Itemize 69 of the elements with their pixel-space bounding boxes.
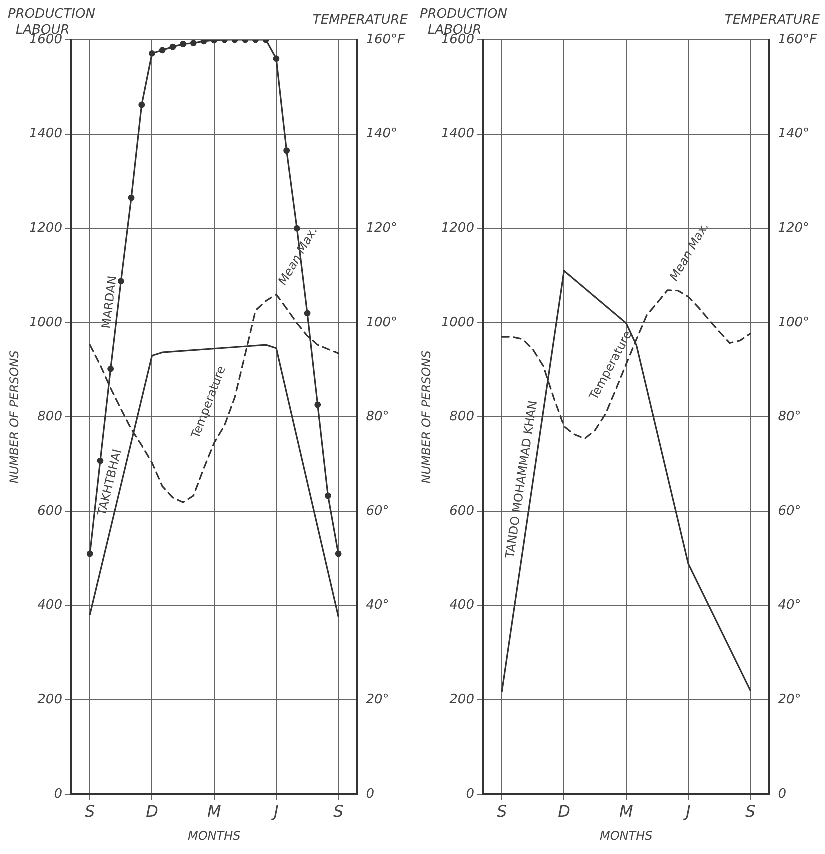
x-tick-label: S <box>497 802 508 822</box>
x-tick-label: S <box>85 802 96 822</box>
y-tick-label: 400 <box>38 598 62 614</box>
y2-tick-label: 120° <box>366 220 398 236</box>
y2-tick-label: 0 <box>366 786 374 802</box>
y-tick-label: 600 <box>450 504 474 519</box>
y2-tick-label: 100° <box>366 315 398 330</box>
y2-tick-label: 140° <box>778 126 810 142</box>
x-tick-label: D <box>146 802 158 822</box>
y-axis-title: NUMBER OF PERSONS <box>419 350 434 484</box>
y2-tick-label: 80° <box>366 410 390 425</box>
y-tick-label: 400 <box>450 598 474 614</box>
y-tick-label: 0 <box>54 786 62 802</box>
y2-tick-label: 60° <box>366 504 390 519</box>
y2-tick-label: 40° <box>778 598 802 614</box>
y-tick-label: 800 <box>450 410 474 425</box>
y-tick-label: 200 <box>450 692 474 708</box>
point <box>314 402 322 408</box>
point <box>190 40 197 46</box>
point <box>284 148 290 154</box>
x-axis-title: MONTHS <box>600 828 654 843</box>
y-tick-label: 1200 <box>441 220 474 236</box>
point <box>273 56 280 62</box>
y2-tick-label: 140° <box>366 126 398 142</box>
y2-tick-label: 100° <box>778 315 810 330</box>
y2-tick-label: 160°F <box>778 32 818 48</box>
x-tick-label: J <box>683 802 692 822</box>
y2-tick-label: 40° <box>366 598 390 614</box>
y2-tick-label: 0 <box>778 786 786 802</box>
x-tick-label: M <box>207 802 222 822</box>
point <box>335 550 342 558</box>
point <box>149 50 156 57</box>
x-tick-label: J <box>271 802 280 822</box>
point <box>200 40 208 45</box>
point <box>128 194 135 202</box>
y-tick-label: 1400 <box>29 126 62 142</box>
text: MARDAN <box>99 275 120 330</box>
point <box>118 278 124 285</box>
y-tick-label: 600 <box>38 504 62 519</box>
point <box>86 550 94 558</box>
y-axis-title: NUMBER OF PERSONS <box>7 350 22 484</box>
x-tick-label: D <box>558 802 570 822</box>
x-tick-label: M <box>619 802 634 822</box>
point <box>304 310 311 317</box>
text: TANDO MOHAMMAD KHAN <box>502 400 540 560</box>
x-axis-title: MONTHS <box>188 828 242 843</box>
y2-tick-label: 160°F <box>366 32 406 48</box>
y-tick-label: 1200 <box>29 220 62 236</box>
y-tick-label: 1000 <box>441 315 474 330</box>
point <box>325 492 332 500</box>
y2-tick-label: 120° <box>778 220 810 236</box>
point <box>159 47 166 54</box>
point <box>108 366 114 372</box>
y-tick-label: 1400 <box>441 126 474 142</box>
y2-tick-label: 60° <box>778 504 802 519</box>
y-tick-label: 0 <box>466 786 474 802</box>
x-tick-label: S <box>333 802 344 822</box>
point <box>180 41 186 48</box>
y2-axis-title: TEMPERATURE <box>312 13 409 28</box>
y2-tick-label: 20° <box>778 692 802 708</box>
y-tick-label: 200 <box>38 692 62 708</box>
y-tick-label: 800 <box>38 410 62 425</box>
y-tick-label: 1000 <box>29 315 62 330</box>
y2-tick-label: 20° <box>366 692 390 708</box>
x-tick-label: S <box>745 802 756 822</box>
y2-tick-label: 80° <box>778 410 802 425</box>
point <box>170 44 176 50</box>
y2-axis-title: TEMPERATURE <box>724 13 821 28</box>
point <box>138 102 146 108</box>
